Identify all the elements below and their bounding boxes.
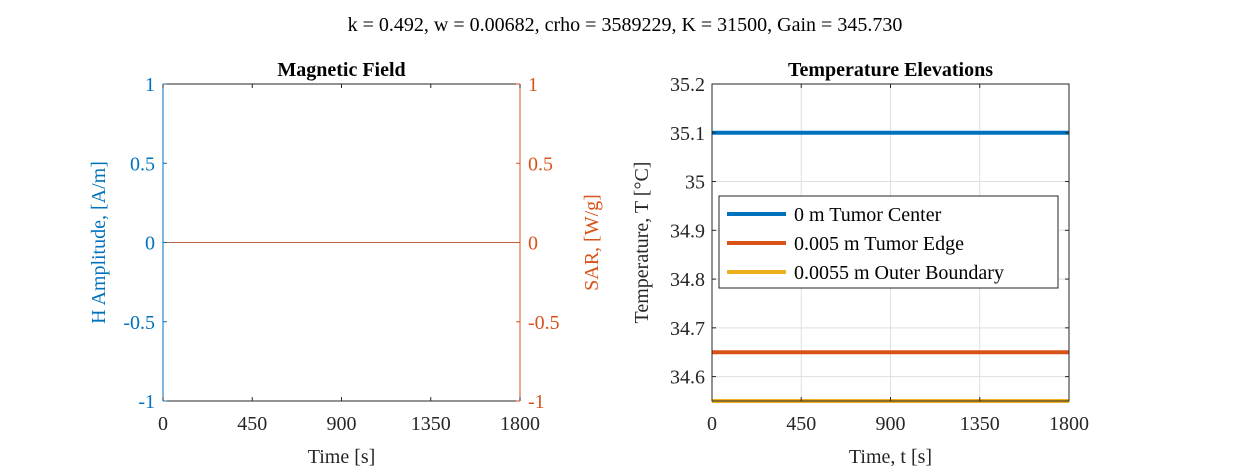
x-tick-label: 450	[237, 413, 267, 435]
x-tick-label: 1800	[500, 413, 540, 435]
chart-title: Temperature Elevations	[788, 59, 993, 81]
y-axis-right-label: SAR, [W/g]	[581, 194, 603, 291]
y-right-tick-label: 0	[528, 233, 538, 255]
y-tick-label: 34.8	[670, 269, 705, 291]
y-right-tick-label: 0.5	[528, 153, 553, 175]
y-left-tick-label: 1	[145, 74, 155, 96]
y-tick-label: 35.2	[670, 74, 705, 96]
y-tick-label: 35	[685, 172, 705, 194]
y-left-tick-label: -0.5	[123, 312, 155, 334]
y-tick-label: 35.1	[670, 123, 705, 145]
y-left-tick-label: 0	[145, 233, 155, 255]
y-right-tick-label: -1	[528, 391, 545, 413]
y-axis-left-label: H Amplitude, [A/m]	[88, 161, 110, 324]
temperature-chart: 0 450 900 1350 1800 34.6 34.7 34.8 34.9 35 35.1 35.…	[631, 59, 1089, 468]
y-left-tick-label: 0.5	[130, 153, 155, 175]
legend-label: 0.0055 m Outer Boundary	[794, 262, 1004, 284]
legend-label: 0.005 m Tumor Edge	[794, 233, 964, 255]
x-tick-label: 1800	[1049, 413, 1089, 435]
x-tick-label: 0	[707, 413, 717, 435]
x-tick-label: 450	[786, 413, 816, 435]
x-axis-label: Time [s]	[308, 446, 376, 468]
x-tick-label: 900	[876, 413, 906, 435]
y-tick-label: 34.7	[670, 318, 705, 340]
x-tick-label: 0	[158, 413, 168, 435]
legend: 0 m Tumor Center 0.005 m Tumor Edge 0.0055…	[718, 195, 1059, 289]
y-tick-label: 34.6	[670, 367, 705, 389]
y-axis-label: Temperature, T [°C]	[631, 162, 653, 324]
y-right-tick-label: 1	[528, 74, 538, 96]
x-tick-label: 1350	[411, 413, 451, 435]
x-tick-label: 1350	[960, 413, 1000, 435]
magnetic-field-chart: 0 450 900 1350 1800-1-0.500.51-1-0.500.51Mag…	[88, 59, 603, 468]
legend-label: 0 m Tumor Center	[794, 204, 942, 226]
y-right-tick-label: -0.5	[528, 312, 560, 334]
x-tick-label: 900	[327, 413, 357, 435]
y-tick-label: 34.9	[670, 220, 705, 242]
figure-title: k = 0.492, w = 0.00682, crho = 3589229, …	[348, 14, 903, 36]
x-axis-label: Time, t [s]	[849, 446, 932, 468]
chart-title: Magnetic Field	[277, 59, 405, 81]
y-left-tick-label: -1	[138, 391, 155, 413]
